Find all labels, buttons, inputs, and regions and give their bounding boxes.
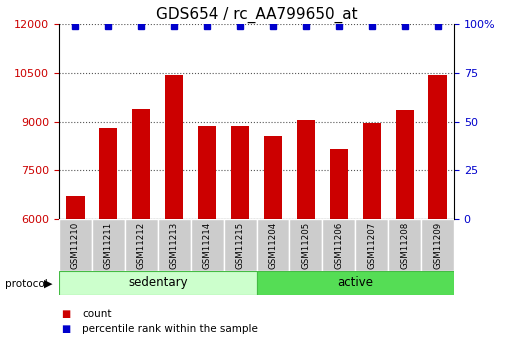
Text: percentile rank within the sample: percentile rank within the sample (82, 325, 258, 334)
Text: GSM11204: GSM11204 (268, 221, 278, 268)
Bar (158, 219, 191, 271)
Bar (92, 219, 125, 271)
Text: active: active (337, 276, 373, 289)
Bar (388, 219, 421, 271)
Text: GSM11208: GSM11208 (400, 221, 409, 268)
Bar (132, 109, 150, 219)
Bar (264, 136, 282, 219)
Bar (198, 127, 216, 219)
Text: GSM11205: GSM11205 (301, 221, 310, 268)
Bar (355, 219, 388, 271)
Bar (66, 196, 85, 219)
Bar (224, 219, 256, 271)
Text: count: count (82, 309, 112, 319)
Text: GSM11206: GSM11206 (334, 221, 343, 268)
Text: ■: ■ (62, 309, 71, 319)
Bar (363, 123, 381, 219)
Bar (256, 219, 289, 271)
Text: GSM11211: GSM11211 (104, 221, 113, 268)
Title: GDS654 / rc_AA799650_at: GDS654 / rc_AA799650_at (155, 7, 358, 23)
Bar (330, 149, 348, 219)
Bar (256, 271, 454, 295)
Bar (59, 219, 92, 271)
Bar (59, 271, 256, 295)
Text: GSM11215: GSM11215 (235, 221, 245, 268)
Bar (125, 219, 158, 271)
Text: ▶: ▶ (44, 279, 52, 288)
Text: GSM11210: GSM11210 (71, 221, 80, 268)
Text: ■: ■ (62, 325, 71, 334)
Text: GSM11214: GSM11214 (203, 221, 212, 268)
Bar (396, 110, 413, 219)
Bar (421, 219, 454, 271)
Bar (231, 127, 249, 219)
Text: protocol: protocol (5, 279, 48, 288)
Bar (289, 219, 322, 271)
Text: GSM11213: GSM11213 (170, 221, 179, 268)
Text: GSM11212: GSM11212 (137, 221, 146, 268)
Bar (191, 219, 224, 271)
Bar (297, 120, 315, 219)
Text: GSM11209: GSM11209 (433, 221, 442, 268)
Bar (165, 75, 183, 219)
Bar (100, 128, 117, 219)
Bar (428, 75, 447, 219)
Bar (322, 219, 355, 271)
Text: sedentary: sedentary (128, 276, 188, 289)
Text: GSM11207: GSM11207 (367, 221, 376, 268)
